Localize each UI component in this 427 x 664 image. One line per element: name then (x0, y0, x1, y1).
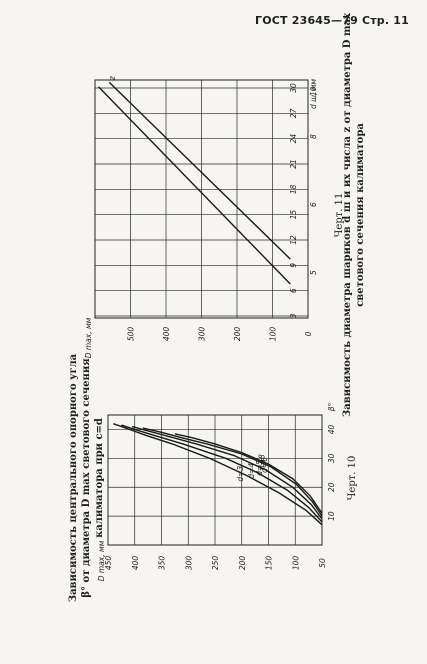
chart10-tick-label-d: 350 (158, 556, 167, 571)
chart10-series-line (131, 425, 323, 520)
chart-10: 50 100 150 200 250 300 350 400 450 10 20 30 40 D max,… (68, 353, 358, 602)
chart11-tick-label-dsh: 10 (309, 86, 318, 96)
page-header: ГОСТ 23645—79 Стр. 11 (254, 14, 409, 27)
chart11-tick-label-d: 200 (233, 327, 242, 342)
chart11-tick-label-dsh: 8 (309, 134, 318, 139)
chart11-caption-line: Зависимость диаметра шариков d ш и их чи… (342, 12, 353, 417)
chart10-caption-line: калиматора при c=d (94, 418, 105, 538)
chart10-series-label: d=6 (260, 457, 269, 473)
chart10-caption-line: Зависимость центрального опорного угла (68, 353, 79, 602)
chart11-caption-line: светового сечения калиматора (355, 123, 366, 307)
chart-11: 0 100 200 300 400 500 3 6 9 12 15 18 21 24 27 30 5 6 8 10 D … (84, 12, 366, 417)
chart10-tick-label-d: 300 (184, 556, 193, 571)
chart10-tick-label-beta: 40 (327, 424, 336, 434)
chart11-tick-label-z: 30 (289, 83, 298, 93)
chart11-tick-label-z: 18 (289, 184, 298, 194)
chart10-series-label: d=3 (236, 466, 245, 482)
chart11-figure-label: Черт. 11 (334, 193, 345, 238)
chart11-tick-label-d: 400 (162, 327, 171, 342)
chart10-series-line (121, 424, 323, 523)
chart10-tick-label-d: 250 (211, 556, 220, 571)
chart11-tick-label-dsh: 5 (309, 270, 318, 275)
chart11-tick-label-d: 500 (127, 327, 136, 342)
chart10-tick-label-d: 100 (291, 556, 300, 571)
chart10-figure-label: Черт. 10 (347, 456, 358, 501)
chart11-tick-label-d: 0 (304, 331, 313, 336)
chart11-tick-label-z: 21 (289, 159, 298, 169)
chart10-xlabel: β° (327, 402, 336, 411)
chart10-ylabel: D max, мм (97, 540, 106, 581)
chart11-series-line (97, 86, 291, 285)
chart10-tick-label-d: 450 (104, 556, 113, 571)
chart10-series-line (113, 423, 323, 526)
chart11-tick-label-d: 100 (269, 327, 278, 342)
chart10-series-line (174, 433, 323, 514)
chart11-tick-label-z: 15 (289, 210, 298, 220)
chart10-tick-label-d: 50 (318, 558, 327, 568)
chart10-series-label: d=4 (247, 463, 256, 479)
chart11-tick-label-z: 12 (289, 235, 298, 245)
chart11-tick-label-dsh: 6 (309, 202, 318, 207)
chart10-tick-label-d: 150 (265, 556, 274, 571)
chart11-tick-label-z: 6 (289, 288, 298, 293)
chart10-tick-label-beta: 10 (327, 511, 336, 521)
chart11-tick-label-z: 27 (289, 108, 298, 118)
chart10-tick-label-beta: 20 (327, 482, 336, 492)
chart11-ylabel: D max, мм (84, 317, 93, 358)
chart11-xlabel: d ш, мм (309, 79, 318, 109)
chart10-tick-label-d: 400 (131, 556, 140, 571)
chart11-series-line (108, 81, 291, 260)
chart11-tick-label-d: 300 (198, 327, 207, 342)
chart10-series-label: d=5 (255, 460, 264, 476)
chart11-line-label: z (108, 75, 117, 81)
chart11-tick-label-z: 24 (289, 134, 298, 144)
chart11-tick-label-z: 9 (289, 263, 298, 268)
chart10-tick-label-d: 200 (238, 556, 247, 571)
chart10-caption-line: β° от диаметра D max светового сечения (81, 358, 92, 598)
chart11-tick-label-z: 3 (289, 313, 298, 318)
chart10-tick-label-beta: 30 (327, 453, 336, 463)
chart10-series-label: d=8 (258, 454, 267, 470)
chart10-series-line (142, 427, 323, 517)
